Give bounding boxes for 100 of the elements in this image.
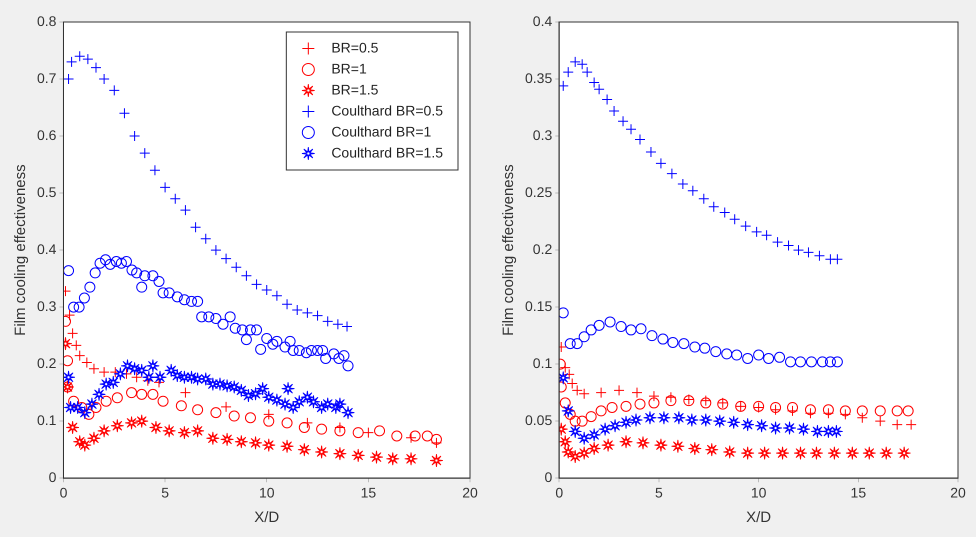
point bbox=[892, 419, 903, 430]
point bbox=[234, 384, 248, 397]
point bbox=[85, 398, 98, 411]
point bbox=[630, 414, 643, 427]
point bbox=[713, 414, 726, 428]
point bbox=[92, 388, 106, 401]
point bbox=[626, 324, 637, 336]
point bbox=[770, 402, 782, 413]
point bbox=[280, 440, 294, 453]
point bbox=[755, 419, 768, 432]
point bbox=[98, 366, 110, 378]
point bbox=[729, 214, 740, 225]
point bbox=[822, 424, 835, 438]
point bbox=[288, 344, 299, 356]
point bbox=[244, 324, 256, 336]
point bbox=[263, 408, 274, 420]
point bbox=[578, 432, 591, 445]
x-tick-label: 20 bbox=[462, 484, 478, 500]
point bbox=[271, 290, 282, 302]
point bbox=[688, 442, 702, 456]
point bbox=[404, 452, 418, 466]
point bbox=[126, 264, 138, 276]
point bbox=[667, 336, 678, 348]
point bbox=[317, 344, 328, 356]
point bbox=[228, 410, 240, 422]
point bbox=[892, 405, 903, 416]
x-tick-label: 0 bbox=[555, 484, 564, 500]
y-axis-title: Film cooling effectiveness bbox=[12, 164, 30, 336]
legend-label: Coulthard BR=0.5 bbox=[331, 102, 444, 118]
point bbox=[178, 370, 191, 384]
x-tick-label: 15 bbox=[850, 484, 866, 500]
point bbox=[255, 344, 266, 355]
point bbox=[723, 445, 736, 458]
point bbox=[772, 236, 784, 248]
point bbox=[284, 336, 296, 347]
point bbox=[315, 400, 328, 414]
point bbox=[562, 404, 575, 418]
point bbox=[154, 276, 164, 287]
point bbox=[794, 356, 806, 368]
point bbox=[84, 282, 96, 293]
point bbox=[559, 80, 569, 92]
point bbox=[635, 323, 646, 334]
y-tick-label: 0 bbox=[48, 469, 57, 486]
point bbox=[708, 201, 720, 212]
point bbox=[822, 404, 834, 416]
point bbox=[110, 256, 122, 268]
point bbox=[655, 158, 666, 169]
point bbox=[282, 298, 293, 310]
point bbox=[106, 376, 120, 389]
point bbox=[329, 400, 342, 414]
point bbox=[578, 331, 590, 342]
point bbox=[774, 352, 786, 363]
point bbox=[824, 356, 836, 368]
point bbox=[298, 422, 310, 433]
point bbox=[251, 278, 262, 290]
point bbox=[602, 438, 615, 452]
point bbox=[814, 250, 825, 262]
point bbox=[68, 302, 80, 313]
point bbox=[598, 422, 612, 436]
y-tick-label: 0 bbox=[544, 469, 552, 486]
point bbox=[654, 438, 668, 452]
legend-label: Coulthard BR=1.5 bbox=[331, 144, 444, 160]
point bbox=[228, 380, 241, 394]
point bbox=[620, 400, 632, 412]
point bbox=[200, 233, 212, 244]
point bbox=[322, 316, 334, 327]
point bbox=[162, 424, 176, 438]
point bbox=[100, 254, 112, 266]
point bbox=[139, 270, 150, 282]
point bbox=[816, 356, 828, 368]
point bbox=[316, 424, 328, 435]
point bbox=[220, 379, 234, 392]
point bbox=[731, 350, 742, 361]
legend-label: BR=1 bbox=[331, 60, 367, 76]
y-tick-label: 0.1 bbox=[36, 412, 57, 428]
point bbox=[321, 398, 334, 411]
point bbox=[338, 350, 350, 362]
point bbox=[618, 116, 629, 127]
point bbox=[315, 445, 328, 458]
point bbox=[142, 370, 156, 384]
point bbox=[572, 338, 583, 350]
point bbox=[282, 417, 293, 428]
y-tick-label: 0.2 bbox=[36, 355, 57, 372]
point bbox=[262, 438, 276, 452]
y-tick-label: 0.1 bbox=[532, 355, 552, 372]
point bbox=[794, 446, 807, 460]
y-tick-label: 0.05 bbox=[525, 412, 552, 428]
point bbox=[596, 387, 607, 398]
point bbox=[240, 334, 252, 346]
point bbox=[76, 402, 88, 413]
point bbox=[224, 311, 236, 322]
point bbox=[63, 355, 74, 366]
point bbox=[220, 253, 232, 264]
point bbox=[776, 446, 790, 460]
point bbox=[230, 322, 241, 334]
point bbox=[727, 416, 740, 429]
point bbox=[271, 336, 282, 347]
point bbox=[614, 384, 625, 396]
point bbox=[721, 348, 732, 360]
point bbox=[312, 344, 324, 356]
